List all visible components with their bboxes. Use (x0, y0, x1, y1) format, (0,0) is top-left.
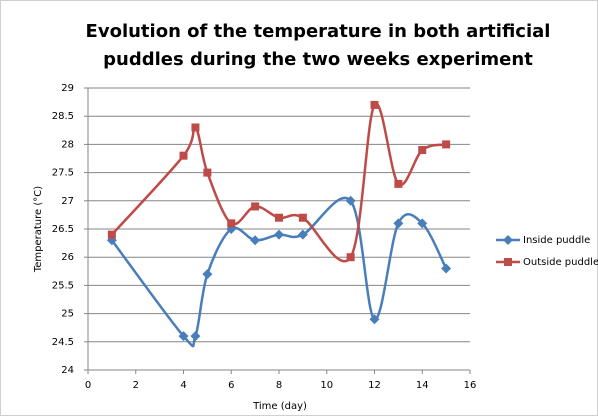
chart-title: Evolution of the temperature in both art… (86, 21, 551, 42)
y-tick-label: 24.5 (52, 337, 74, 348)
legend-label: Inside puddle (523, 235, 590, 246)
y-tick-label: 25 (61, 309, 74, 320)
marker (107, 230, 116, 239)
marker (441, 263, 452, 274)
x-tick-label: 10 (320, 380, 333, 391)
marker (369, 314, 380, 325)
marker (297, 229, 308, 240)
x-tick-label: 4 (180, 380, 186, 391)
marker (179, 151, 188, 160)
x-tick-label: 16 (464, 380, 477, 391)
marker (227, 219, 236, 228)
y-tick-label: 28.5 (52, 111, 74, 122)
x-tick-label: 8 (276, 380, 282, 391)
y-tick-label: 26.5 (52, 224, 74, 235)
y-tick-label: 25.5 (52, 280, 74, 291)
marker (274, 229, 284, 240)
marker (370, 100, 379, 109)
marker (442, 140, 451, 149)
x-axis-label: Time (day) (252, 401, 307, 412)
marker (203, 168, 212, 177)
y-tick-label: 27.5 (52, 168, 74, 179)
marker (275, 213, 283, 222)
x-tick-label: 2 (133, 380, 139, 391)
y-tick-label: 29 (61, 83, 74, 94)
marker (178, 331, 189, 342)
marker (418, 146, 427, 155)
x-tick-label: 12 (368, 380, 381, 391)
marker (393, 218, 404, 229)
x-tick-label: 6 (228, 380, 234, 391)
marker (251, 202, 260, 211)
marker (190, 331, 201, 342)
chart-title: puddles during the two weeks experiment (103, 49, 533, 70)
marker (346, 253, 355, 262)
marker (503, 235, 513, 245)
marker (345, 195, 356, 206)
marker (394, 179, 403, 188)
x-tick-label: 0 (85, 380, 91, 391)
y-tick-label: 28 (61, 139, 74, 150)
marker (298, 213, 307, 222)
y-tick-label: 26 (61, 252, 74, 263)
y-tick-label: 24 (61, 365, 74, 376)
marker (417, 218, 428, 229)
x-tick-label: 14 (416, 380, 429, 391)
legend-label: Outside puddle (523, 257, 598, 268)
marker (250, 235, 261, 246)
y-axis-label: Temperature (°C) (33, 186, 44, 273)
marker (191, 123, 200, 132)
marker (504, 258, 512, 266)
y-tick-label: 27 (61, 196, 74, 207)
marker (202, 269, 213, 280)
